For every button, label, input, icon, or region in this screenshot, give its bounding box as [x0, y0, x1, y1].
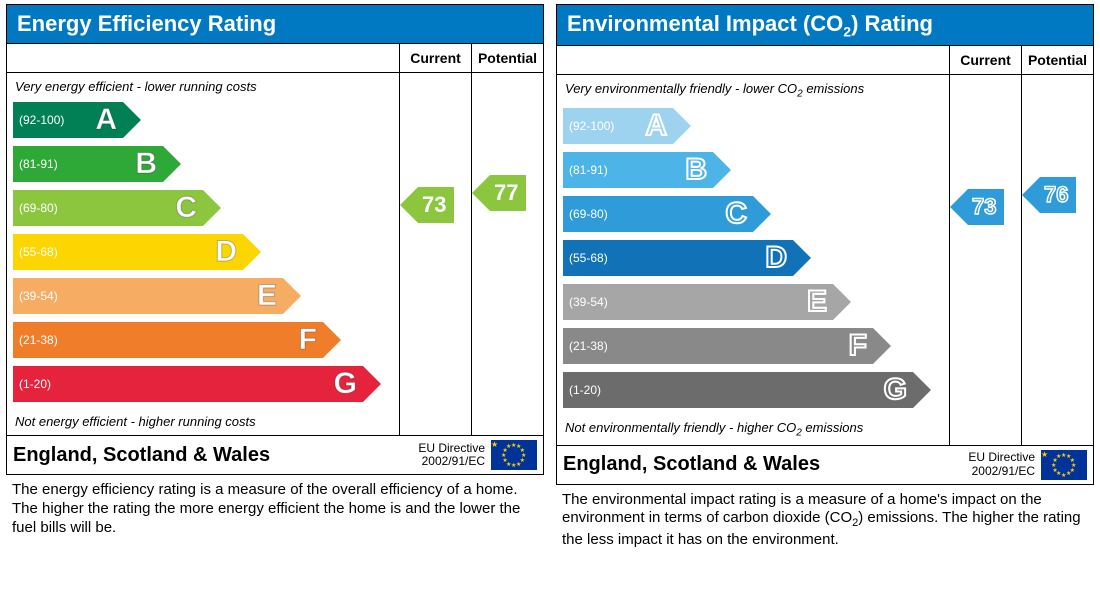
current-marker: 73	[968, 189, 1004, 225]
band-letter: C	[175, 191, 197, 225]
band-range: (55-68)	[569, 251, 608, 265]
panel-description: The environmental impact rating is a mea…	[556, 485, 1094, 550]
rating-band-f: (21-38) F	[13, 322, 323, 358]
rating-band-row: (21-38) F	[563, 326, 949, 366]
band-letter: E	[807, 285, 827, 319]
rating-band-e: (39-54) E	[563, 284, 833, 320]
potential-value: 77	[494, 180, 518, 206]
band-range: (92-100)	[569, 119, 614, 133]
band-range: (39-54)	[19, 289, 58, 303]
band-letter: A	[645, 109, 667, 143]
eu-directive-label: EU Directive2002/91/EC	[418, 442, 485, 468]
rating-band-g: (1-20) G	[13, 366, 363, 402]
band-range: (69-80)	[19, 201, 58, 215]
column-header-current: Current	[949, 46, 1021, 74]
column-header-potential: Potential	[1021, 46, 1093, 74]
rating-band-e: (39-54) E	[13, 278, 283, 314]
band-range: (21-38)	[569, 339, 608, 353]
potential-column: 77	[471, 73, 543, 435]
rating-band-row: (55-68) D	[13, 232, 399, 272]
band-range: (21-38)	[19, 333, 58, 347]
eu-directive-label: EU Directive2002/91/EC	[968, 451, 1035, 477]
rating-band-a: (92-100) A	[13, 102, 123, 138]
rating-band-row: (55-68) D	[563, 238, 949, 278]
column-header-potential: Potential	[471, 44, 543, 72]
region-label: England, Scotland & Wales	[13, 444, 418, 467]
current-marker: 73	[418, 187, 454, 223]
rating-band-c: (69-80) C	[13, 190, 203, 226]
band-letter: F	[299, 323, 317, 357]
band-letter: G	[884, 373, 907, 407]
potential-marker: 77	[490, 175, 526, 211]
current-column: 73	[949, 75, 1021, 444]
efficiency-note-top: Very environmentally friendly - lower CO…	[563, 79, 949, 106]
band-range: (92-100)	[19, 113, 64, 127]
eu-flag-icon: ★★★★★★★★★★★★	[491, 440, 537, 470]
eu-flag-icon: ★★★★★★★★★★★★	[1041, 450, 1087, 480]
rating-band-d: (55-68) D	[13, 234, 243, 270]
band-range: (69-80)	[569, 207, 608, 221]
band-letter: E	[257, 279, 277, 313]
rating-band-row: (1-20) G	[13, 364, 399, 404]
current-value: 73	[422, 192, 446, 218]
band-letter: D	[765, 241, 787, 275]
band-letter: F	[849, 329, 867, 363]
band-letter: D	[215, 235, 237, 269]
panel-title: Environmental Impact (CO2) Rating	[556, 4, 1094, 45]
band-range: (81-91)	[19, 157, 58, 171]
rating-band-d: (55-68) D	[563, 240, 793, 276]
panel-description: The energy efficiency rating is a measur…	[6, 475, 544, 537]
band-range: (81-91)	[569, 163, 608, 177]
rating-band-row: (81-91) B	[13, 144, 399, 184]
rating-band-a: (92-100) A	[563, 108, 673, 144]
band-letter: G	[334, 367, 357, 401]
band-letter: B	[685, 153, 707, 187]
potential-column: 76	[1021, 75, 1093, 444]
rating-panel-env: Environmental Impact (CO2) RatingCurrent…	[556, 4, 1094, 550]
rating-band-g: (1-20) G	[563, 372, 913, 408]
rating-band-row: (21-38) F	[13, 320, 399, 360]
rating-band-row: (69-80) C	[13, 188, 399, 228]
rating-band-b: (81-91) B	[13, 146, 163, 182]
rating-band-f: (21-38) F	[563, 328, 873, 364]
band-letter: B	[135, 147, 157, 181]
potential-value: 76	[1044, 182, 1068, 208]
rating-band-row: (1-20) G	[563, 370, 949, 410]
rating-band-row: (92-100) A	[563, 106, 949, 146]
rating-band-row: (39-54) E	[13, 276, 399, 316]
efficiency-note-top: Very energy efficient - lower running co…	[13, 77, 399, 100]
column-header-current: Current	[399, 44, 471, 72]
band-range: (1-20)	[19, 377, 51, 391]
region-label: England, Scotland & Wales	[563, 453, 968, 476]
rating-band-row: (69-80) C	[563, 194, 949, 234]
efficiency-note-bottom: Not energy efficient - higher running co…	[13, 408, 399, 431]
efficiency-note-bottom: Not environmentally friendly - higher CO…	[563, 414, 949, 441]
rating-band-c: (69-80) C	[563, 196, 753, 232]
rating-band-row: (81-91) B	[563, 150, 949, 190]
band-range: (55-68)	[19, 245, 58, 259]
band-letter: C	[725, 197, 747, 231]
current-value: 73	[972, 194, 996, 220]
band-range: (39-54)	[569, 295, 608, 309]
rating-band-row: (39-54) E	[563, 282, 949, 322]
rating-panel-energy: Energy Efficiency RatingCurrentPotential…	[6, 4, 544, 550]
band-range: (1-20)	[569, 383, 601, 397]
band-letter: A	[95, 103, 117, 137]
rating-band-row: (92-100) A	[13, 100, 399, 140]
potential-marker: 76	[1040, 177, 1076, 213]
rating-band-b: (81-91) B	[563, 152, 713, 188]
panel-title: Energy Efficiency Rating	[6, 4, 544, 43]
current-column: 73	[399, 73, 471, 435]
